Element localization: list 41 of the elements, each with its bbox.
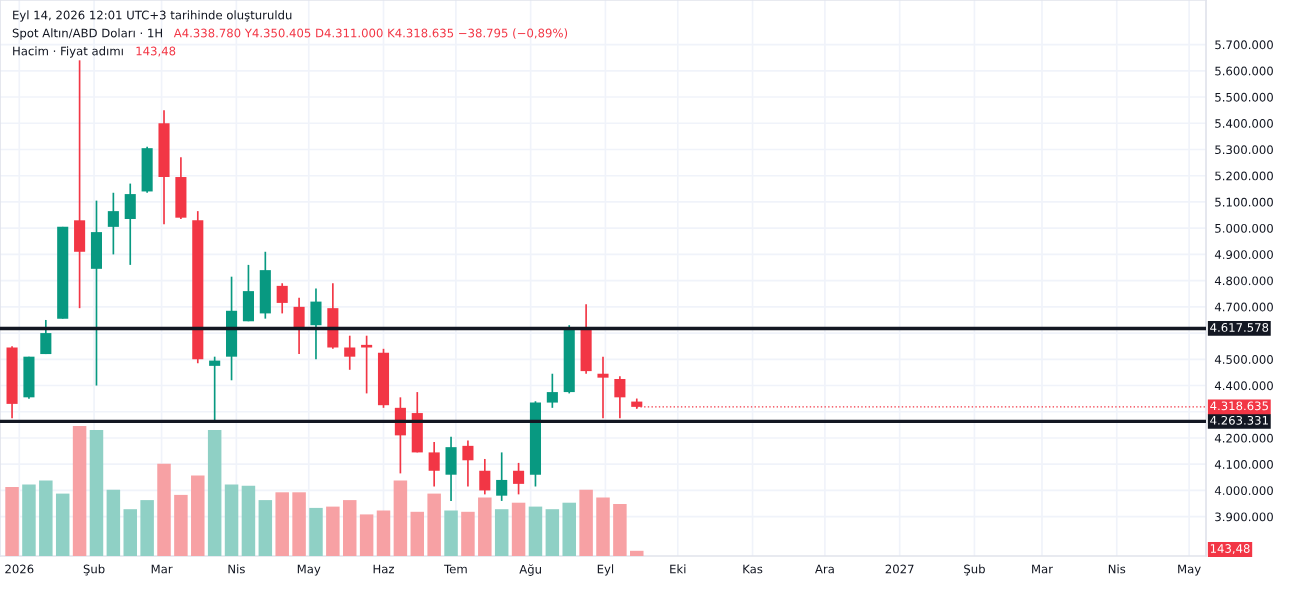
bar xyxy=(376,510,391,556)
candlestick xyxy=(107,191,119,256)
candlestick xyxy=(462,439,474,488)
candlestick xyxy=(614,375,626,420)
bar xyxy=(224,484,239,556)
candlestick xyxy=(141,146,153,194)
bar xyxy=(241,485,256,556)
candlestick xyxy=(479,458,491,496)
candlestick xyxy=(40,319,52,355)
candlestick xyxy=(513,462,525,496)
bar xyxy=(528,506,543,556)
candlestick xyxy=(580,303,592,375)
bar xyxy=(207,429,222,556)
bar xyxy=(5,487,19,556)
bar xyxy=(359,514,374,556)
candlestick xyxy=(411,391,423,454)
bar xyxy=(258,500,273,556)
bar xyxy=(511,502,526,556)
candlestick xyxy=(344,334,356,371)
candlestick xyxy=(597,355,609,420)
bar xyxy=(89,429,104,556)
bar xyxy=(444,510,458,556)
candlestick xyxy=(74,59,86,309)
candlestick xyxy=(276,282,288,315)
candlestick xyxy=(259,250,271,320)
candlestick xyxy=(226,275,238,382)
candlestick xyxy=(310,287,322,361)
candlestick xyxy=(23,355,35,400)
candlestick xyxy=(124,182,136,266)
bar xyxy=(309,507,323,556)
candlestick xyxy=(428,441,440,488)
bar xyxy=(393,480,408,556)
candlestick xyxy=(546,372,558,409)
candlestick xyxy=(209,355,221,422)
candlestick xyxy=(175,156,187,220)
candlestick xyxy=(242,264,254,323)
candlestick xyxy=(496,451,508,502)
candlestick xyxy=(445,435,457,502)
candlestick xyxy=(327,282,339,350)
bar xyxy=(72,426,87,556)
bar xyxy=(494,509,509,556)
